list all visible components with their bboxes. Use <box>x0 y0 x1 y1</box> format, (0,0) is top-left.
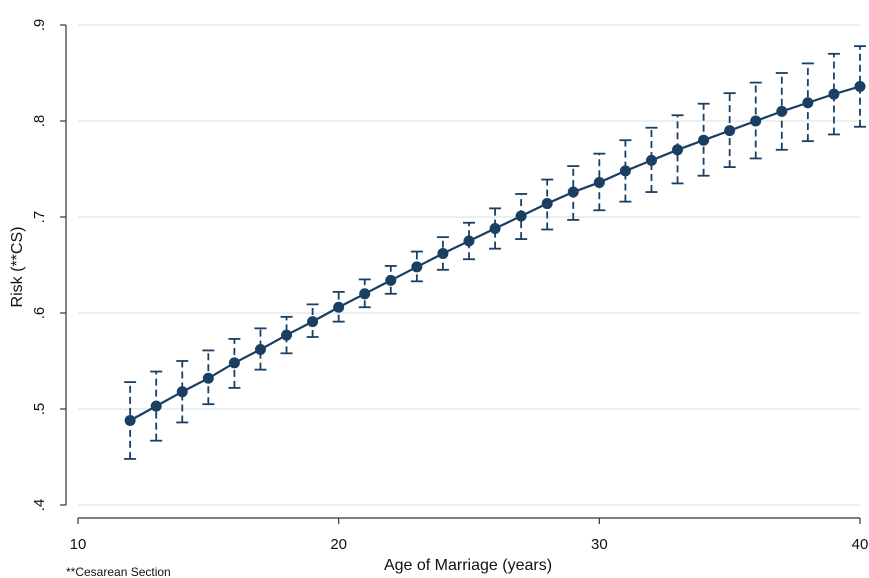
data-points <box>124 80 866 427</box>
data-point <box>333 301 345 313</box>
error-bar <box>827 52 840 136</box>
x-axis-title: Age of Marriage (years) <box>384 557 552 574</box>
data-point <box>437 247 449 259</box>
y-tick-label-2: .6 <box>31 307 48 320</box>
y-tick-label-5: .9 <box>31 19 48 32</box>
error-bar <box>489 207 502 250</box>
data-point <box>385 274 397 286</box>
x-tick-label-2: 30 <box>591 536 608 553</box>
data-point <box>567 186 579 198</box>
error-bar <box>619 139 632 203</box>
data-point <box>254 343 266 355</box>
data-point <box>802 97 814 109</box>
data-point <box>724 125 736 137</box>
x-tick-label-1: 20 <box>330 536 347 553</box>
data-point <box>150 400 162 412</box>
error-bar <box>463 221 475 261</box>
data-point <box>854 80 866 92</box>
data-point <box>124 415 136 427</box>
data-point <box>228 357 240 369</box>
data-point <box>515 210 527 222</box>
x-tick-label-0: 10 <box>70 536 87 553</box>
data-point <box>541 198 553 210</box>
footnote: **Cesarean Section <box>66 565 171 578</box>
data-point <box>281 329 293 341</box>
data-point <box>593 176 605 188</box>
y-tick-label-1: .5 <box>31 403 48 416</box>
data-point <box>619 165 631 177</box>
data-point <box>672 144 684 156</box>
error-bar <box>176 360 189 424</box>
error-bars <box>124 45 866 460</box>
series-line-group <box>129 85 861 422</box>
data-point <box>463 235 475 247</box>
error-bar <box>645 126 658 193</box>
data-point <box>202 372 214 384</box>
error-bar <box>280 315 293 355</box>
error-bar <box>254 327 267 371</box>
axes: .4 .5 .6 .7 .8 .9 10 20 30 40 <box>31 19 868 553</box>
data-point <box>359 288 371 300</box>
y-tick-label-4: .8 <box>31 115 48 128</box>
data-point <box>176 386 188 398</box>
data-point <box>776 105 788 117</box>
gridlines <box>78 24 860 506</box>
data-point <box>750 115 762 127</box>
y-tick-label-0: .4 <box>31 499 48 512</box>
x-tick-label-3: 40 <box>852 536 869 553</box>
data-point <box>307 316 319 328</box>
data-point <box>828 88 840 100</box>
data-point <box>698 134 710 146</box>
y-tick-label-3: .7 <box>31 211 48 224</box>
error-bar <box>854 45 866 128</box>
data-point <box>489 223 501 235</box>
data-point <box>645 154 657 166</box>
data-point <box>411 261 423 273</box>
y-axis-title: Risk (**CS) <box>9 227 26 308</box>
series-line <box>129 85 861 422</box>
